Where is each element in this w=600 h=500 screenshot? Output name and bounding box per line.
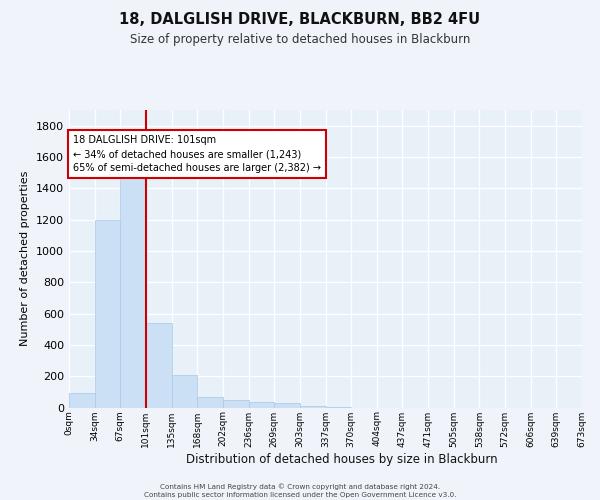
Text: 18, DALGLISH DRIVE, BLACKBURN, BB2 4FU: 18, DALGLISH DRIVE, BLACKBURN, BB2 4FU [119, 12, 481, 28]
Bar [274, 403, 300, 407]
Bar [325, 406, 351, 408]
Bar [300, 406, 325, 407]
Text: Distribution of detached houses by size in Blackburn: Distribution of detached houses by size … [186, 452, 498, 466]
Bar [248, 402, 274, 407]
Bar [121, 178, 146, 408]
Bar [172, 376, 197, 408]
Bar [69, 394, 95, 407]
Text: Size of property relative to detached houses in Blackburn: Size of property relative to detached ho… [130, 32, 470, 46]
Bar [197, 398, 223, 407]
Text: 18 DALGLISH DRIVE: 101sqm
← 34% of detached houses are smaller (1,243)
65% of se: 18 DALGLISH DRIVE: 101sqm ← 34% of detac… [73, 135, 321, 173]
Text: Contains HM Land Registry data © Crown copyright and database right 2024.
Contai: Contains HM Land Registry data © Crown c… [144, 484, 456, 498]
Bar [146, 323, 172, 407]
Bar [95, 220, 121, 408]
Bar [223, 400, 248, 407]
Y-axis label: Number of detached properties: Number of detached properties [20, 171, 31, 346]
